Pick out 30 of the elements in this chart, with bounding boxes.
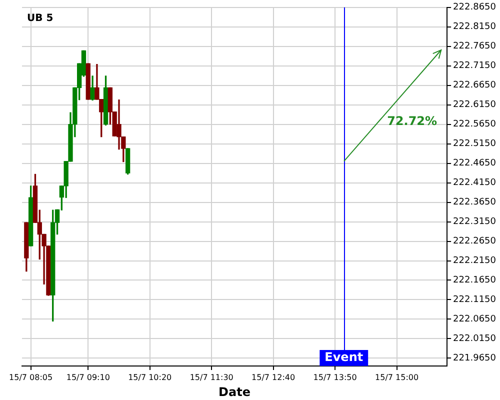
x-tick-label: 15/7 11:30 bbox=[190, 372, 234, 382]
y-tick-label: 222.5650 bbox=[453, 120, 496, 130]
y-tick-label: 222.5150 bbox=[453, 139, 496, 150]
x-tick-label: 15/7 08:05 bbox=[9, 372, 53, 382]
x-axis-title: Date bbox=[218, 384, 250, 399]
y-tick-label: 222.6150 bbox=[453, 100, 496, 110]
x-tick-label: 15/7 13:50 bbox=[313, 372, 357, 382]
y-tick-label: 222.8650 bbox=[453, 2, 496, 13]
x-tick-label: 15/7 15:00 bbox=[375, 372, 419, 382]
y-tick-label: 222.1650 bbox=[453, 276, 496, 286]
y-tick-label: 222.0650 bbox=[453, 314, 496, 325]
y-tick-label: 222.2650 bbox=[453, 236, 496, 247]
y-tick-label: 222.7150 bbox=[453, 61, 496, 72]
x-tick-label: 15/7 12:40 bbox=[252, 372, 296, 382]
ref-line-label: Event bbox=[324, 350, 364, 364]
x-tick-label: 15/7 10:20 bbox=[128, 372, 172, 382]
y-tick-label: 222.7650 bbox=[453, 42, 496, 52]
y-tick-label: 222.1150 bbox=[453, 295, 496, 306]
annotation: 72.72% bbox=[387, 114, 438, 128]
y-tick-label: 221.9650 bbox=[453, 354, 496, 364]
y-tick-label: 222.6650 bbox=[453, 80, 496, 91]
y-tick-label: 222.4150 bbox=[453, 178, 496, 188]
y-tick-label: 222.8150 bbox=[453, 22, 496, 32]
y-tick-label: 222.2150 bbox=[453, 256, 496, 266]
y-tick-label: 222.0150 bbox=[453, 334, 496, 344]
y-tick-label: 222.3650 bbox=[453, 198, 496, 208]
text: UB 5 bbox=[27, 12, 54, 24]
x-tick-label: 15/7 09:10 bbox=[66, 372, 110, 382]
y-tick-label: 222.3150 bbox=[453, 217, 496, 228]
y-tick-label: 222.4650 bbox=[453, 158, 496, 169]
